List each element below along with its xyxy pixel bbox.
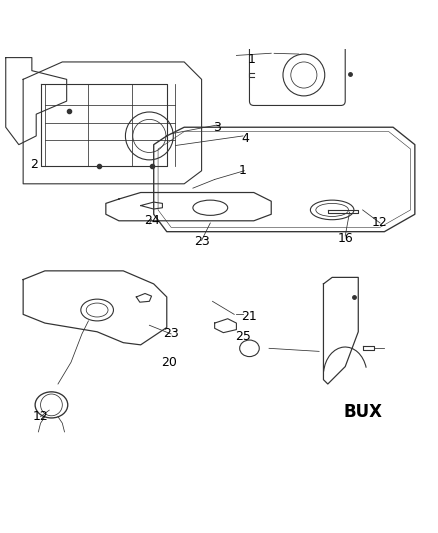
Text: 4: 4 (241, 132, 249, 144)
Text: 2: 2 (30, 158, 38, 171)
Text: 1: 1 (239, 164, 247, 177)
Text: 1: 1 (248, 53, 256, 66)
Text: 23: 23 (163, 327, 179, 341)
Text: 12: 12 (33, 410, 49, 423)
Text: 16: 16 (337, 232, 353, 245)
Text: 21: 21 (242, 310, 258, 323)
Text: BUX: BUX (343, 403, 382, 421)
Text: 12: 12 (372, 216, 388, 230)
Text: 23: 23 (194, 235, 209, 248)
Text: 20: 20 (161, 356, 177, 369)
Text: 3: 3 (213, 121, 221, 134)
Text: 25: 25 (235, 329, 251, 343)
Text: 24: 24 (144, 214, 159, 227)
